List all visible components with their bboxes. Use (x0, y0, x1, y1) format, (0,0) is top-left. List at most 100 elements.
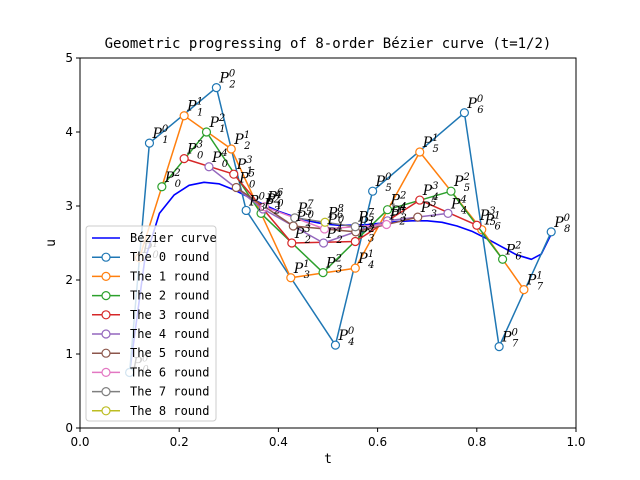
point-label: P5 0 (238, 169, 256, 191)
legend-marker-swatch (101, 367, 111, 377)
y-tick-label: 3 (65, 199, 73, 213)
data-point-marker (229, 169, 239, 179)
data-point-marker (201, 127, 212, 137)
data-point-marker (546, 227, 556, 237)
point-label: P1 1 (186, 97, 203, 119)
legend-label: The 8 round (130, 404, 209, 418)
point-label: P1 3 (293, 259, 310, 281)
legend-entry: The 5 round (92, 346, 209, 360)
legend-label: The 6 round (130, 365, 209, 379)
data-point-marker (318, 238, 329, 248)
point-label: P0 7 (501, 328, 519, 350)
legend: Bézier curve The 0 round The 1 round The 2 … (85, 225, 217, 422)
legend-entry: The 1 round (92, 269, 209, 283)
y-tick-label: 4 (65, 125, 73, 139)
point-label: P1 4 (357, 249, 374, 271)
data-point-marker (259, 202, 270, 212)
y-axis-ticks: 0 1 2 3 4 5 (65, 51, 80, 435)
legend-marker-swatch (101, 406, 111, 416)
series-round-6 (259, 202, 392, 234)
point-label: P1 2 (233, 130, 250, 152)
point-label: P2 1 (208, 113, 225, 135)
data-point-marker (350, 222, 360, 232)
legend-entry: The 6 round (92, 365, 209, 379)
data-point-marker (157, 182, 167, 192)
data-point-marker (497, 254, 508, 264)
point-label: P0 1 (151, 124, 168, 146)
legend-label: The 5 round (130, 346, 209, 360)
x-tick-label: 0.8 (467, 435, 486, 449)
point-label: P4 1 (265, 190, 282, 212)
point-label: P7 1 (357, 208, 374, 230)
chart-title: Geometric progressing of 8-order Bézier … (105, 36, 552, 52)
legend-marker-swatch (101, 310, 111, 320)
point-label: P1 7 (526, 271, 544, 293)
point-label: P2 6 (505, 240, 523, 262)
data-point-marker (368, 186, 378, 196)
data-point-marker (241, 205, 251, 216)
x-tick-label: 0.2 (170, 435, 189, 449)
point-label: P5 1 (295, 207, 312, 229)
x-axis-label: t (324, 452, 332, 467)
point-label: P3 4 (422, 181, 439, 203)
legend-entry: The 3 round (92, 308, 209, 322)
data-point-marker (179, 154, 189, 164)
data-point-marker (350, 236, 360, 247)
legend-label: The 0 round (130, 250, 209, 264)
point-label: P4 3 (390, 202, 407, 224)
legend-marker-swatch (101, 252, 111, 262)
point-label: P1 6 (484, 211, 502, 233)
legend-marker-swatch (101, 348, 111, 358)
data-point-marker (144, 138, 155, 148)
point-label: P4 4 (450, 194, 467, 216)
y-tick-label: 1 (65, 347, 73, 361)
data-point-marker (382, 205, 393, 215)
data-point-marker (494, 342, 504, 352)
data-point-marker (413, 212, 423, 222)
legend-entry: The 8 round (92, 404, 209, 418)
legend-marker-swatch (101, 329, 111, 339)
point-label: P3 3 (357, 223, 374, 245)
point-label: P6 2 (389, 206, 406, 228)
data-point-marker (286, 273, 296, 283)
legend-marker-swatch (101, 387, 111, 397)
data-point-marker (211, 82, 221, 93)
point-label: P3 1 (236, 155, 253, 177)
point-label: P6 1 (327, 210, 344, 232)
legend-marker-swatch (101, 291, 111, 301)
point-label: P0 4 (337, 326, 354, 348)
legend-entry: The 4 round (92, 327, 209, 341)
data-point-marker (231, 182, 241, 193)
point-label-layer: P00P01P02P03P04P05P06P07P08P10P11P12P13P… (132, 69, 571, 376)
legend-entry: The 7 round (92, 385, 209, 399)
x-tick-label: 1.0 (566, 435, 585, 449)
y-axis-label: u (44, 239, 59, 247)
legend-label: The 7 round (130, 385, 209, 399)
point-label: P2 4 (390, 191, 407, 213)
x-tick-label: 0.0 (70, 435, 89, 449)
legend-label: The 4 round (130, 327, 209, 341)
point-label: P4 0 (211, 148, 229, 170)
data-point-marker (290, 213, 300, 223)
x-axis-ticks: 0.0 0.2 0.4 0.6 0.8 1.0 (70, 428, 586, 449)
point-label: P2 3 (325, 254, 342, 276)
data-point-marker (415, 147, 425, 157)
data-point-marker (179, 111, 189, 121)
y-tick-label: 2 (65, 273, 73, 287)
point-label: P2 0 (164, 168, 182, 190)
point-label: P6 0 (267, 188, 285, 210)
data-point-marker (519, 285, 529, 295)
legend-entry: Bézier curve (92, 231, 217, 245)
series-round-2 (157, 127, 508, 278)
data-point-marker (350, 263, 360, 273)
data-point-marker (330, 340, 341, 350)
point-label: P0 8 (553, 213, 570, 235)
point-label: P5 3 (420, 198, 437, 220)
x-tick-label: 0.6 (368, 435, 387, 449)
legend-label: The 1 round (130, 269, 209, 283)
point-label: P0 6 (466, 94, 484, 116)
legend-label: The 2 round (130, 289, 209, 303)
point-label: P4 2 (326, 224, 343, 246)
data-point-marker (320, 217, 330, 227)
